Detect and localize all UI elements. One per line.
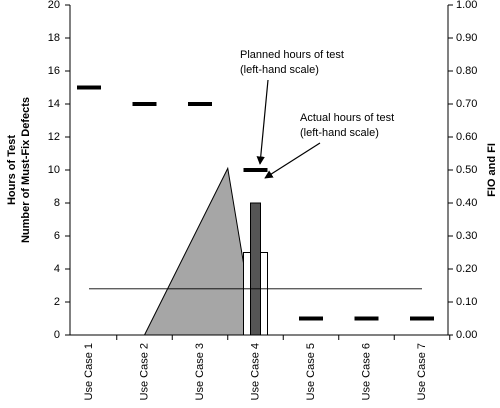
arrow xyxy=(264,142,321,179)
y2-tick-label: 0.30 xyxy=(456,230,477,242)
y-tick-label: 4 xyxy=(54,263,60,275)
y-tick-label: 10 xyxy=(48,164,60,176)
annotation: (left-hand scale) xyxy=(240,64,319,76)
y2-tick-label: 0.20 xyxy=(456,263,477,275)
y-axis-title: Number of Must-Fix Defects xyxy=(20,97,32,243)
y2-tick-label: 1.00 xyxy=(456,0,477,11)
y-axis-title: Hours of Test xyxy=(6,135,18,205)
x-tick-label: Use Case 6 xyxy=(360,343,372,400)
annotation: (left-hand scale) xyxy=(300,127,379,139)
y2-tick-label: 0.80 xyxy=(456,65,477,77)
y2-tick-label: 0.60 xyxy=(456,131,477,143)
y-tick-label: 20 xyxy=(48,0,60,11)
x-tick-label: Use Case 1 xyxy=(83,343,95,400)
y2-tick-label: 0.40 xyxy=(456,197,477,209)
y-tick-label: 6 xyxy=(54,230,60,242)
y2-tick-label: 0.10 xyxy=(456,296,477,308)
y2-axis-title: FIO and FI xyxy=(486,143,498,197)
y-tick-label: 12 xyxy=(48,131,60,143)
y-tick-label: 2 xyxy=(54,296,60,308)
y-tick-label: 14 xyxy=(48,98,60,110)
y2-tick-label: 0.70 xyxy=(456,98,477,110)
x-tick-label: Use Case 4 xyxy=(249,343,261,400)
y2-tick-label: 0.00 xyxy=(456,329,477,341)
x-tick-label: Use Case 5 xyxy=(305,343,317,400)
y-tick-label: 0 xyxy=(54,329,60,341)
y2-tick-label: 0.90 xyxy=(456,32,477,44)
bar xyxy=(250,202,261,336)
x-tick-label: Use Case 2 xyxy=(138,343,150,400)
y-tick-label: 18 xyxy=(48,32,60,44)
annotation: Actual hours of test xyxy=(300,112,394,124)
y2-tick-label: 0.50 xyxy=(456,164,477,176)
annotation: Planned hours of test xyxy=(240,49,344,61)
x-tick-label: Use Case 7 xyxy=(416,343,428,400)
y-tick-label: 16 xyxy=(48,65,60,77)
y-tick-label: 8 xyxy=(54,197,60,209)
x-tick-label: Use Case 3 xyxy=(194,343,206,400)
area xyxy=(143,166,257,336)
arrow xyxy=(256,79,269,165)
